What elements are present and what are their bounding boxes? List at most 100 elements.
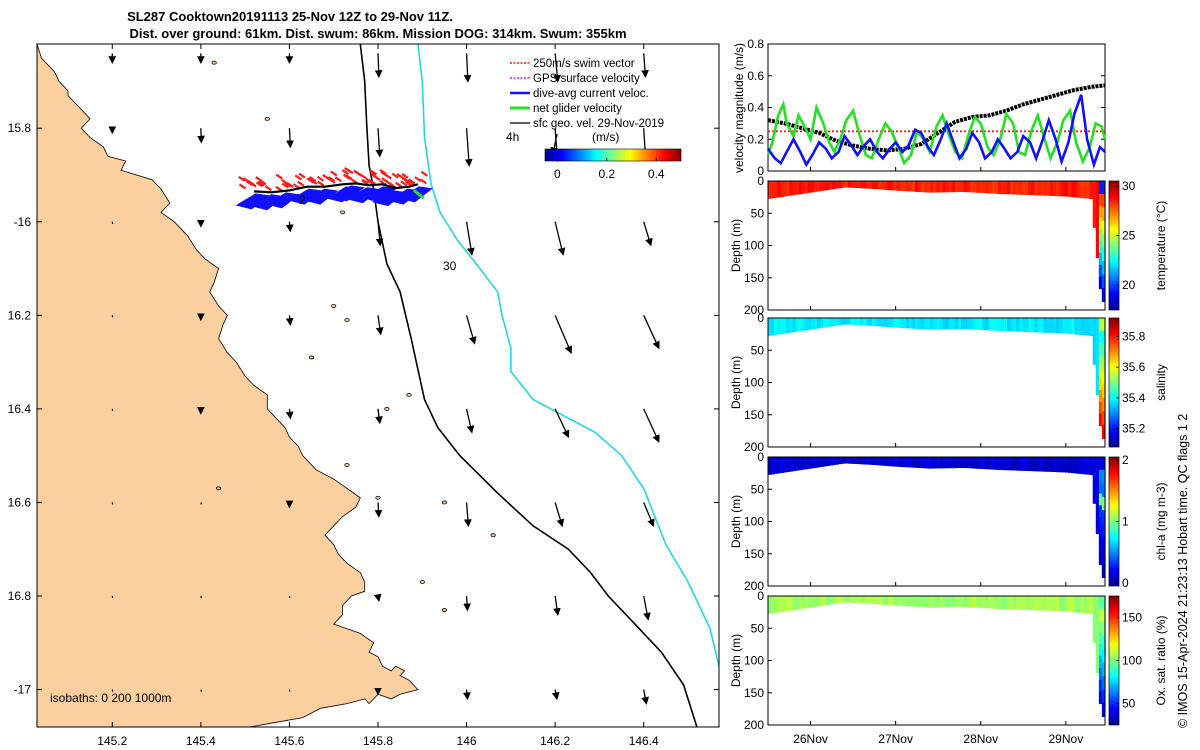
- section-background: [768, 457, 1105, 586]
- geo-velocity-stub: [200, 502, 202, 505]
- swim-vector: [414, 176, 422, 183]
- section-column: [789, 457, 794, 472]
- section-column: [1016, 457, 1020, 471]
- section-column: [866, 181, 870, 189]
- section-column: [1065, 457, 1069, 473]
- section-column: [1068, 596, 1072, 612]
- reef-island: [344, 318, 350, 322]
- geo-velocity-arrow: [553, 595, 561, 617]
- section-column: [1013, 596, 1017, 610]
- section-column: [1049, 596, 1054, 611]
- geo-velocity-arrow: [464, 128, 473, 167]
- section-trench-cell: [1098, 529, 1103, 542]
- section-column: [979, 457, 984, 469]
- swim-vector: [391, 172, 399, 179]
- section-column: [768, 318, 772, 336]
- section-column: [896, 457, 901, 467]
- section-column: [1083, 457, 1088, 475]
- section-column: [835, 457, 840, 465]
- section-column: [872, 181, 876, 189]
- section-column: [875, 596, 879, 605]
- section-y-tick-label: 50: [751, 206, 765, 220]
- section-trench-cell: [1101, 496, 1106, 511]
- map-x-tick-label: 145.8: [363, 734, 393, 748]
- map-x-tick-label: 146.2: [540, 734, 570, 748]
- section-column: [810, 596, 815, 608]
- section-column: [795, 457, 800, 471]
- section-trench-cell: [1101, 288, 1106, 302]
- section-column: [970, 457, 974, 469]
- section-trench-cell: [1098, 390, 1103, 403]
- velocity-y-tick-label: 0.2: [747, 132, 764, 146]
- title-line-1: SL287 Cooktown20191113 25-Nov 12Z to 29-…: [127, 9, 453, 24]
- section-column: [878, 318, 882, 327]
- section-column: [899, 457, 904, 467]
- section-column: [982, 457, 987, 470]
- section-column: [905, 457, 910, 468]
- section-column: [939, 596, 944, 608]
- section-column: [1019, 318, 1023, 332]
- section-column: [1086, 318, 1091, 336]
- swim-vector: [420, 170, 428, 177]
- section-column: [869, 457, 873, 465]
- section-column: [807, 181, 812, 193]
- swim-vector: [275, 185, 283, 192]
- track-day-label: 2: [299, 193, 306, 207]
- section-column: [1095, 457, 1100, 535]
- section-y-tick-label: 200: [744, 440, 764, 454]
- section-column: [820, 457, 824, 467]
- section-column: [954, 318, 959, 330]
- map-y-tick-label: 16.6: [8, 495, 32, 509]
- section-column: [1062, 181, 1066, 197]
- map-x-tick-label: 146.4: [629, 734, 659, 748]
- section-column: [1010, 596, 1014, 610]
- section-column: [1000, 596, 1005, 610]
- isobath-200m-line: [359, 44, 698, 727]
- reef-island: [331, 304, 337, 308]
- legend-sfc-geo-label: sfc geo. vel. 29-Nov-2019: [533, 118, 664, 130]
- section-column: [908, 457, 913, 468]
- section-trench-cell: [1098, 608, 1103, 622]
- section-column: [1074, 318, 1079, 335]
- geo-velocity-arrow: [373, 593, 382, 602]
- section-column: [973, 457, 977, 469]
- section-column: [829, 596, 833, 605]
- section-column: [777, 457, 781, 474]
- section-column: [814, 596, 818, 607]
- section-column: [1019, 457, 1023, 471]
- section-column: [878, 596, 882, 605]
- section-column: [918, 596, 922, 607]
- geo-velocity-arrow: [465, 315, 477, 345]
- section-column: [1046, 318, 1051, 333]
- section-column: [804, 457, 809, 470]
- reef-islands: [211, 60, 496, 612]
- section-column: [798, 457, 803, 471]
- geo-velocity-arrow: [285, 408, 294, 420]
- section-chl-a-section: 0 50 100 150 200 Depth (m) 0 1 2 chl-a (mg m-3): [729, 450, 1168, 593]
- section-column: [853, 457, 858, 464]
- swim-vector: [297, 180, 305, 187]
- reef-island: [375, 495, 381, 500]
- section-column: [884, 181, 889, 190]
- section-column: [948, 596, 953, 608]
- section-column: [774, 596, 778, 613]
- section-column: [850, 596, 855, 603]
- geo-velocity-stub: [288, 595, 291, 599]
- reef-island: [215, 486, 222, 491]
- section-colorbar-tick-label: 25: [1122, 229, 1136, 243]
- section-column: [823, 318, 827, 328]
- section-column: [817, 457, 821, 468]
- section-column: [768, 181, 772, 199]
- section-column: [795, 596, 800, 610]
- section-column: [856, 457, 861, 465]
- section-column: [820, 181, 824, 191]
- section-y-tick-label: 200: [744, 579, 764, 593]
- section-column: [1007, 596, 1011, 610]
- section-column: [780, 181, 784, 197]
- section-trench-cell: [1098, 217, 1103, 230]
- section-column: [1016, 181, 1020, 195]
- section-trench-cell: [1101, 344, 1106, 359]
- section-trench-cell: [1098, 354, 1103, 367]
- swim-vector: [385, 180, 394, 187]
